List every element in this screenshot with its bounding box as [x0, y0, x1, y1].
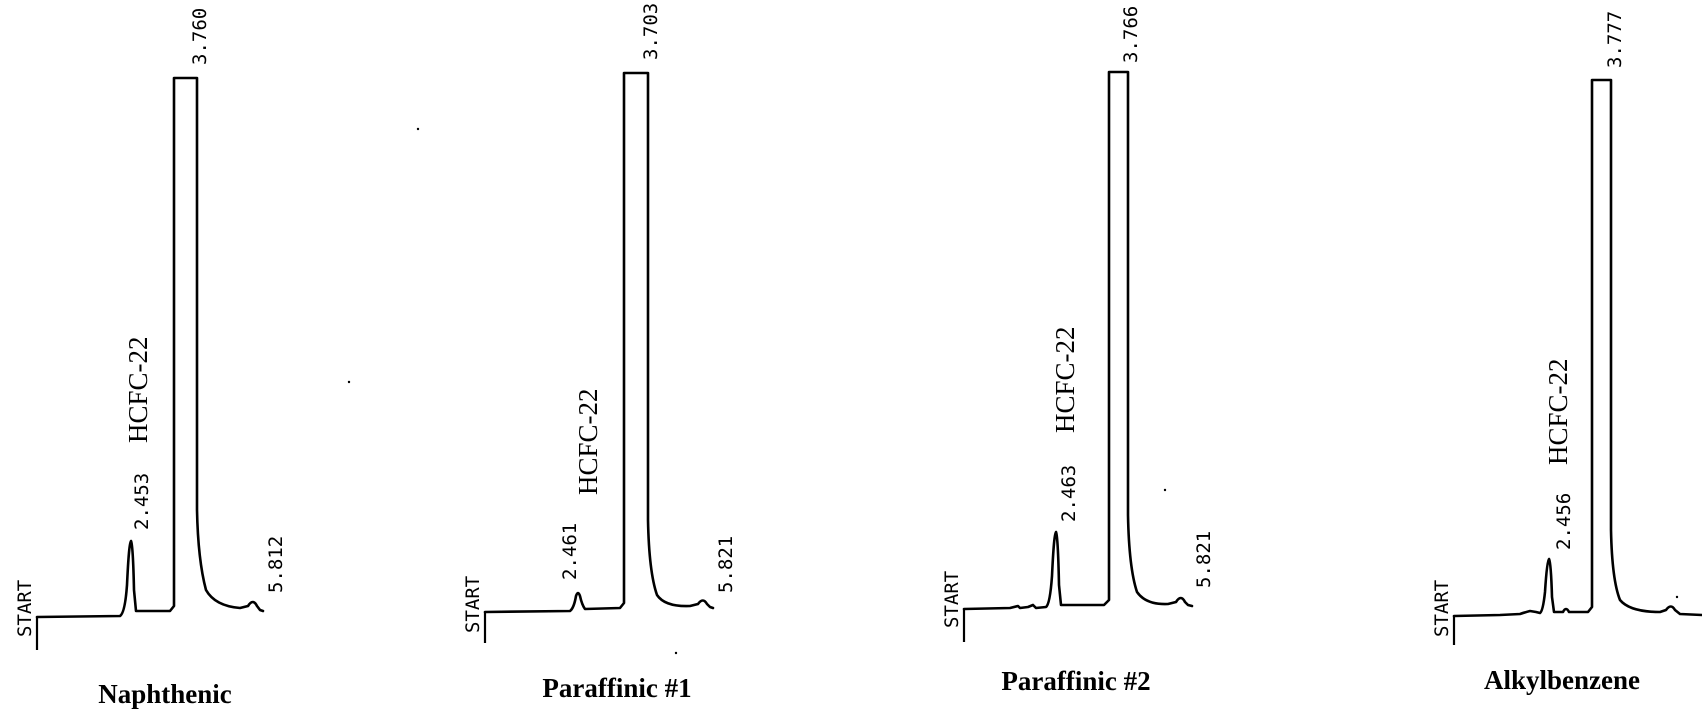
chromatogram-trace — [1452, 78, 1702, 618]
peak-label: 5.812 — [265, 536, 287, 593]
panel-caption: Paraffinic #1 — [542, 673, 691, 703]
chromatogram-panel-naphthenic: START 2.453 3.760 5.812 HCFC-22 Naphthen… — [14, 8, 287, 709]
peak-label: 2.463 — [1058, 465, 1080, 522]
panel-caption: Paraffinic #2 — [1001, 666, 1150, 696]
peak-label: 3.760 — [189, 8, 211, 65]
peak-label: 2.453 — [131, 473, 153, 530]
peak-label: 2.461 — [559, 523, 581, 580]
start-label: START — [1431, 580, 1453, 637]
peak-label: 3.777 — [1604, 11, 1626, 68]
chromatogram-trace — [35, 76, 265, 619]
chromatogram-panel-paraffinic-2: START 2.463 3.766 5.821 HCFC-22 Paraffin… — [941, 6, 1215, 696]
compound-label: HCFC-22 — [1543, 358, 1573, 465]
peak-label: 5.821 — [1193, 531, 1215, 588]
peak-label: 3.766 — [1120, 6, 1142, 63]
start-label: START — [14, 580, 36, 637]
compound-label: HCFC-22 — [123, 336, 153, 443]
peak-label: 2.456 — [1553, 493, 1575, 550]
compound-label: HCFC-22 — [1050, 326, 1080, 433]
chromatogram-panel-alkylbenzene: START 2.456 3.777 HCFC-22 Alkylbenzene — [1431, 11, 1702, 695]
peak-label: 3.703 — [640, 3, 662, 60]
compound-label: HCFC-22 — [573, 388, 603, 495]
chromatogram-trace — [483, 71, 715, 614]
peak-label: 5.821 — [715, 536, 737, 593]
chromatogram-trace — [962, 70, 1194, 611]
start-label: START — [462, 576, 484, 633]
chromatogram-panel-paraffinic-1: START 2.461 3.703 5.821 HCFC-22 Paraffin… — [462, 3, 737, 703]
start-label: START — [941, 571, 963, 628]
panel-caption: Naphthenic — [98, 679, 232, 709]
panel-caption: Alkylbenzene — [1484, 665, 1640, 695]
scan-specks — [347, 127, 1679, 655]
